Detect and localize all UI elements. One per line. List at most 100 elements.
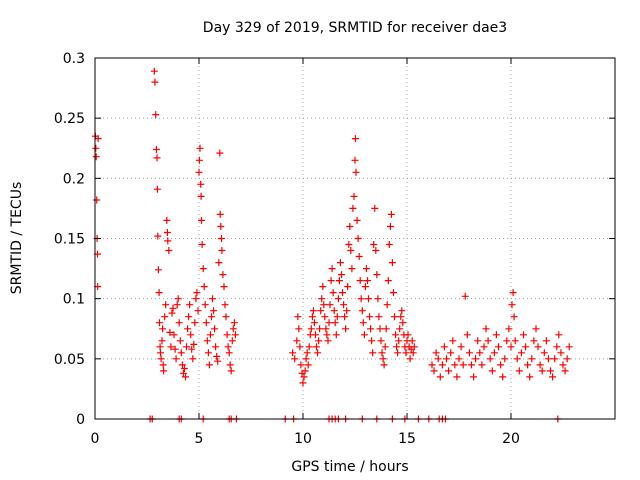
- data-point: [289, 349, 297, 357]
- data-point: [457, 343, 465, 351]
- data-point: [376, 325, 384, 333]
- data-point: [513, 355, 521, 363]
- data-point: [365, 295, 372, 303]
- data-point: [445, 367, 453, 375]
- data-point: [499, 373, 507, 381]
- data-point: [557, 349, 565, 357]
- data-point: [338, 271, 345, 279]
- data-point: [451, 361, 459, 369]
- data-point: [227, 367, 235, 375]
- data-point: [536, 361, 544, 369]
- data-point: [203, 337, 211, 345]
- y-axis-label: SRMTID / TECUs: [9, 182, 25, 295]
- data-point: [316, 325, 324, 333]
- data-point: [540, 349, 548, 357]
- data-point: [517, 349, 525, 357]
- data-point: [172, 355, 180, 363]
- data-point: [176, 337, 184, 345]
- data-point: [379, 355, 387, 363]
- data-point: [532, 325, 540, 333]
- data-point: [218, 247, 226, 254]
- data-point: [163, 229, 171, 236]
- data-point: [222, 313, 230, 321]
- data-point: [309, 307, 317, 315]
- data-point: [397, 313, 405, 321]
- data-point: [153, 154, 161, 162]
- y-tick-label: 0.05: [54, 352, 85, 368]
- data-point: [299, 379, 307, 387]
- data-point: [185, 313, 193, 321]
- data-point: [294, 313, 302, 321]
- data-point: [168, 309, 176, 317]
- data-point: [163, 216, 171, 224]
- data-point: [344, 283, 352, 291]
- data-point: [390, 289, 397, 297]
- x-tick-label: 5: [195, 431, 204, 447]
- data-point: [170, 331, 178, 339]
- data-point: [336, 259, 344, 267]
- data-point: [346, 223, 354, 230]
- data-point: [374, 295, 382, 303]
- data-point: [385, 241, 393, 248]
- data-point: [384, 277, 392, 285]
- data-point: [377, 337, 385, 345]
- data-point: [503, 337, 511, 345]
- data-point: [387, 210, 395, 218]
- data-point: [468, 361, 475, 369]
- data-point: [93, 196, 101, 204]
- data-point: [530, 337, 538, 345]
- data-point: [551, 355, 559, 363]
- data-point: [291, 355, 299, 363]
- data-point: [304, 361, 312, 369]
- x-axis-label: GPS time / hours: [291, 459, 408, 475]
- data-point: [166, 328, 174, 336]
- data-point: [332, 331, 340, 339]
- data-point: [295, 325, 303, 333]
- data-point: [305, 343, 313, 351]
- data-point: [329, 289, 337, 297]
- data-point: [366, 313, 374, 321]
- data-point: [555, 331, 563, 339]
- data-point: [447, 349, 455, 357]
- data-point: [323, 331, 331, 339]
- data-point: [563, 355, 571, 363]
- data-point: [310, 319, 318, 327]
- data-point: [193, 289, 201, 297]
- data-point: [321, 313, 329, 321]
- data-point: [465, 349, 473, 357]
- data-point: [192, 295, 200, 303]
- data-point: [544, 355, 552, 363]
- data-point: [398, 307, 406, 315]
- data-point: [345, 241, 353, 248]
- data-point: [210, 307, 218, 315]
- x-tick-label: 10: [294, 431, 312, 447]
- data-point: [359, 319, 367, 327]
- data-point: [368, 337, 376, 345]
- data-point: [92, 144, 100, 152]
- data-point: [509, 289, 517, 297]
- data-point: [226, 361, 234, 369]
- data-point: [154, 266, 162, 274]
- data-point: [161, 313, 169, 321]
- data-point: [187, 331, 195, 339]
- data-point: [428, 361, 436, 369]
- data-point: [478, 361, 486, 369]
- data-point: [92, 153, 100, 161]
- data-point: [370, 241, 378, 248]
- data-point: [559, 361, 567, 369]
- data-point: [497, 361, 505, 369]
- data-point: [501, 355, 509, 363]
- data-point: [455, 355, 463, 363]
- data-point: [438, 361, 446, 369]
- data-point: [470, 373, 478, 381]
- data-point: [208, 313, 215, 321]
- data-point: [195, 168, 203, 176]
- data-point: [364, 277, 371, 285]
- data-point: [394, 349, 402, 357]
- data-point: [353, 216, 361, 224]
- data-point: [160, 367, 168, 375]
- data-point: [152, 146, 160, 153]
- data-point: [158, 337, 166, 345]
- data-point: [459, 361, 467, 369]
